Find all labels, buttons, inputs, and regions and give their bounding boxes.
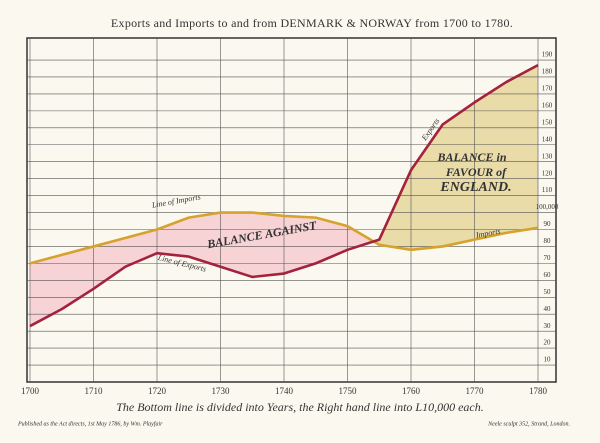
chart-title: Exports and Imports to and from DENMARK … [111,16,513,30]
y-tick-label: 180 [542,68,553,76]
y-tick-label: 140 [542,135,553,143]
annotation: ENGLAND. [439,180,511,195]
y-tick-label: 30 [544,322,552,330]
frame [26,37,557,383]
x-tick-label: 1720 [148,386,167,396]
y-tick-label: 150 [542,118,553,126]
y-tick-label: 190 [542,51,553,59]
engraver: Neele sculpt 352, Strand, London. [487,421,570,427]
y-tick-label: 130 [542,152,553,160]
x-tick-label: 1780 [529,386,548,396]
annotation: Imports [474,227,501,240]
y-tick-label: 60 [544,271,552,279]
y-tick-label: 40 [544,305,552,313]
x-tick-label: 1760 [402,386,421,396]
x-tick-label: 1740 [275,386,294,396]
x-tick-label: 1710 [85,386,104,396]
annotation: FAVOUR of [445,165,507,179]
y-tick-label: 10 [544,356,552,364]
legend-label: Line of Imports [150,192,201,210]
y-tick-label: 100,000 [536,203,559,211]
y-tick-label: 160 [542,101,553,109]
x-tick-label: 1750 [339,386,358,396]
series-line [29,211,539,265]
y-tick-label: 90 [544,220,552,228]
x-tick-label: 1700 [21,386,40,396]
x-tick-label: 1730 [212,386,231,396]
y-tick-label: 80 [544,237,552,245]
series-line [29,63,539,328]
annotation: BALANCE in [436,150,506,164]
footer: The Bottom line is divided into Years, t… [116,400,484,414]
y-tick-label: 70 [544,254,552,262]
y-tick-label: 170 [542,85,553,93]
x-tick-label: 1770 [466,386,485,396]
y-tick-label: 120 [542,169,553,177]
publisher: Published as the Act directs, 1st May 17… [17,420,163,427]
y-tick-label: 110 [542,186,553,194]
y-tick-label: 20 [544,339,552,347]
y-tick-label: 50 [544,288,552,296]
